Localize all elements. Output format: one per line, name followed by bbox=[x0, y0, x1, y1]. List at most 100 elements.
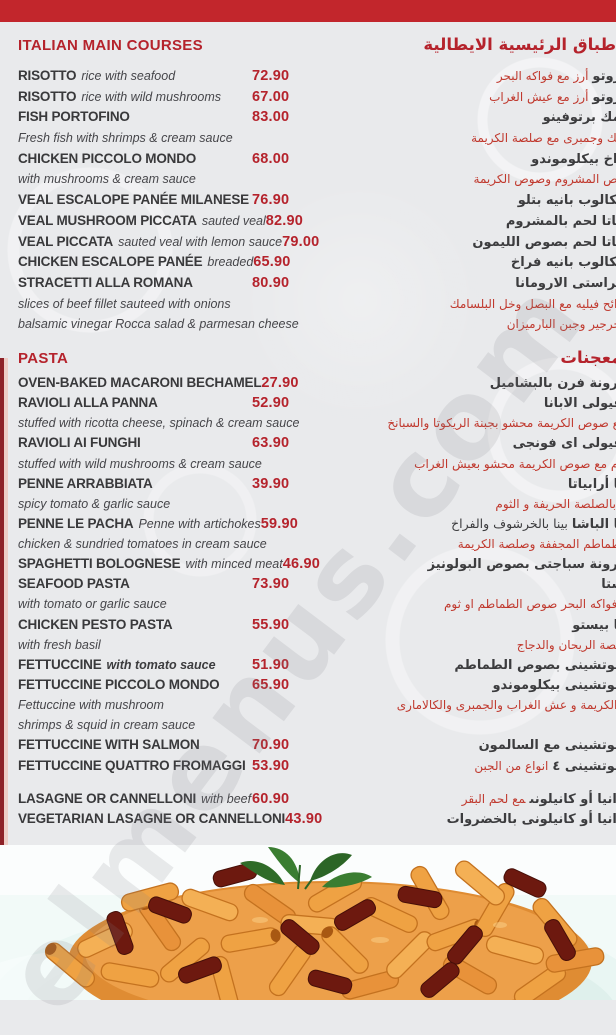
item-arabic: يقدم مع صوص الكريمة محشو بعيش الغراب bbox=[346, 456, 616, 471]
item-description-row: slices of beef fillet sauteed with onion… bbox=[18, 295, 616, 316]
item-name-arabic: فيتوتشينى بصوص الطماطم bbox=[454, 657, 616, 673]
item-name-arabic: إسكالوب بانيه بتلو bbox=[517, 193, 616, 209]
item-name: OVEN-BAKED MACARONI BECHAMEL bbox=[18, 374, 262, 390]
item-description: with fresh basil bbox=[18, 637, 101, 652]
item-arabic: مكرونة سباجتى بصوص البولونيز bbox=[367, 556, 616, 572]
item-price: 51.90 bbox=[252, 656, 290, 673]
menu-item-row: FETTUCCINE with tomato sauce 51.90 فيتوتشين… bbox=[18, 656, 616, 676]
item-name-arabic: بينا الباشا bbox=[571, 516, 616, 532]
item-name-arabic: رافيولى الابانا bbox=[543, 396, 616, 412]
menu-item-row: CHICKEN PESTO PASTA 55.90 بينا بيستو bbox=[18, 616, 616, 636]
item-arabic: ريزوتوأرز مع عيش الغراب bbox=[336, 89, 616, 105]
item-english: FETTUCCINE QUATTRO FROMAGGI bbox=[18, 757, 252, 775]
page-edge-strip bbox=[0, 358, 8, 845]
item-english: RAVIOLI ALLA PANNA bbox=[18, 394, 252, 412]
item-description: slices of beef fillet sauteed with onion… bbox=[18, 296, 231, 311]
item-price: 83.00 bbox=[252, 109, 290, 126]
item-description-arabic: يقدم مع صوص الكريمة محشو بجبنة الريكوتا … bbox=[387, 416, 616, 431]
item-arabic: صوص المشروم وصوص الكريمة bbox=[336, 171, 616, 186]
item-arabic: إسكالوب بانيه فراخ bbox=[337, 254, 616, 270]
item-name-arabic: باستا bbox=[601, 577, 616, 593]
item-name-arabic: ستراستى الارومانا bbox=[515, 275, 616, 291]
item-english: VEGETARIAN LASAGNE OR CANNELLONI bbox=[18, 810, 285, 828]
item-arabic: مكرونة فرن بالبشاميل bbox=[345, 375, 616, 391]
item-description-arabic: أرز مع فواكه البحر bbox=[496, 69, 589, 83]
item-description-arabic: يقدم مع صوص الكريمة محشو بعيش الغراب bbox=[414, 456, 616, 471]
item-english: FETTUCCINE with tomato sauce bbox=[18, 656, 252, 674]
item-description-row: spicy tomato & garlic sauce بينا بالصلصة … bbox=[18, 495, 616, 515]
item-name: FETTUCCINE bbox=[18, 656, 102, 672]
item-description: Fettuccine with mushroom bbox=[18, 698, 164, 713]
item-name: FISH PORTOFINO bbox=[18, 109, 130, 125]
section-title-en: PASTA bbox=[18, 349, 69, 367]
item-english: VEAL MUSHROOM PICCATA sauted veal bbox=[18, 212, 266, 230]
item-price: 82.90 bbox=[265, 212, 304, 229]
item-english: with fresh basil bbox=[18, 636, 252, 654]
header-red-bar bbox=[0, 0, 616, 22]
menu-section: PASTA المعجنات OVEN-BAKED MACARONI BECHAME… bbox=[18, 348, 616, 830]
item-name-arabic: فيتوتشينى ٤ bbox=[552, 758, 616, 774]
item-arabic: فيتوتشينى بيكلوموندو bbox=[336, 677, 616, 693]
item-description-row: Fresh fish with shrimps & cream sauce سمك… bbox=[18, 129, 616, 150]
item-english: balsamic vinegar Rocca salad & parmesan … bbox=[18, 315, 299, 333]
item-english: chicken & sundried tomatoes in cream sau… bbox=[18, 535, 267, 553]
menu-sections: ITALIAN MAIN COURSES الأطباق الرئيسية الا… bbox=[0, 22, 616, 830]
item-inline-description: rice with wild mushrooms bbox=[81, 89, 221, 104]
item-name: FETTUCCINE QUATTRO FROMAGGI bbox=[18, 757, 246, 773]
item-inline-description: with tomato sauce bbox=[106, 657, 216, 672]
item-description-arabic: بينا بالصلصة الحريفة و الثوم bbox=[495, 496, 616, 511]
item-description-arabic: مع لحم البقر bbox=[461, 791, 526, 806]
item-name-arabic: رافيولى اى فونجى bbox=[512, 436, 616, 452]
item-name: STRACETTI ALLA ROMANA bbox=[18, 274, 193, 290]
item-description-arabic: بصلصة الريحان والدجاج bbox=[516, 637, 616, 652]
item-price: 70.90 bbox=[252, 737, 290, 754]
menu-item-row: STRACETTI ALLA ROMANA 80.90 ستراستى الاروم… bbox=[18, 274, 616, 295]
item-price: 60.90 bbox=[252, 790, 290, 807]
item-name: CHICKEN PICCOLO MONDO bbox=[18, 150, 197, 166]
item-price: 65.90 bbox=[252, 677, 290, 694]
item-name-arabic: فيتوتشينى بيكلوموندو bbox=[492, 678, 616, 694]
item-name: RISOTTO bbox=[18, 68, 77, 83]
item-inline-description: with minced meat bbox=[185, 557, 283, 572]
menu-item-row: RAVIOLI AI FUNGHI 63.90 رافيولى اى فونجى bbox=[18, 434, 616, 454]
item-inline-description: breaded bbox=[207, 255, 254, 270]
item-description: stuffed with ricotta cheese, spinach & c… bbox=[18, 416, 300, 431]
item-arabic-continuation: بينا بالخرشوف والفراخ bbox=[451, 515, 568, 531]
item-arabic: لازانيا أو كانيلونى بالخضروات bbox=[369, 811, 616, 827]
menu-item-row: FETTUCCINE QUATTRO FROMAGGI 53.90 فيتوتشين… bbox=[18, 757, 616, 777]
item-description-row: with fresh basil بصلصة الريحان والدجاج bbox=[18, 636, 616, 656]
item-english: LASAGNE OR CANNELLONI with beef bbox=[18, 790, 252, 808]
item-arabic: فراخ بيكلوموندو bbox=[336, 151, 616, 167]
item-arabic: فيتوتشينى بصوص الطماطم bbox=[336, 657, 616, 673]
item-description: shrimps & squid in cream sauce bbox=[18, 718, 196, 733]
item-price: 59.90 bbox=[260, 515, 299, 532]
item-description-row: balsamic vinegar Rocca salad & parmesan … bbox=[18, 315, 616, 336]
item-name: PENNE LE PACHA bbox=[18, 515, 134, 531]
item-description-arabic: انواع من الجبن bbox=[474, 758, 549, 773]
item-arabic: مع الكريمة و عش الغراب والجمبرى والكالام… bbox=[336, 697, 616, 712]
item-description: spicy tomato & garlic sauce bbox=[18, 496, 171, 511]
item-english: stuffed with ricotta cheese, spinach & c… bbox=[18, 414, 299, 432]
item-description-row: chicken & sundried tomatoes in cream sau… bbox=[18, 535, 616, 555]
item-english: stuffed with wild mushrooms & cream sauc… bbox=[18, 455, 262, 473]
item-name: VEAL ESCALOPE PANÉE MILANESE bbox=[18, 192, 249, 208]
item-arabic: والجرجير وجبن البارميزان bbox=[383, 316, 616, 331]
menu-item-row: FETTUCCINE WITH SALMON 70.90 فيتوتشينى مع … bbox=[18, 736, 616, 756]
item-name-arabic: بينا بيستو bbox=[572, 617, 616, 633]
item-description-arabic: شرائح فيليه مع البصل وخل البلسامك bbox=[449, 296, 616, 311]
item-price: 76.90 bbox=[252, 192, 290, 209]
item-name-arabic: فراخ بيكلوموندو bbox=[531, 151, 616, 167]
item-name-arabic: لازانيا أو كانيلونى bbox=[529, 791, 616, 807]
menu-item-row: RISOTTO rice with wild mushrooms 67.00 ريزو… bbox=[18, 88, 616, 109]
item-english: PENNE ARRABBIATA bbox=[18, 475, 252, 493]
item-arabic: بينا بالصلصة الحريفة و الثوم bbox=[336, 496, 616, 511]
item-description-row: shrimps & squid in cream sauce bbox=[18, 716, 616, 736]
item-inline-description: Penne with artichokes bbox=[138, 516, 261, 531]
item-arabic: رافيولى الابانا bbox=[336, 395, 616, 411]
menu-item-row: SPAGHETTI BOLOGNESE with minced meat 46.90… bbox=[18, 555, 616, 575]
spacer bbox=[18, 777, 616, 790]
